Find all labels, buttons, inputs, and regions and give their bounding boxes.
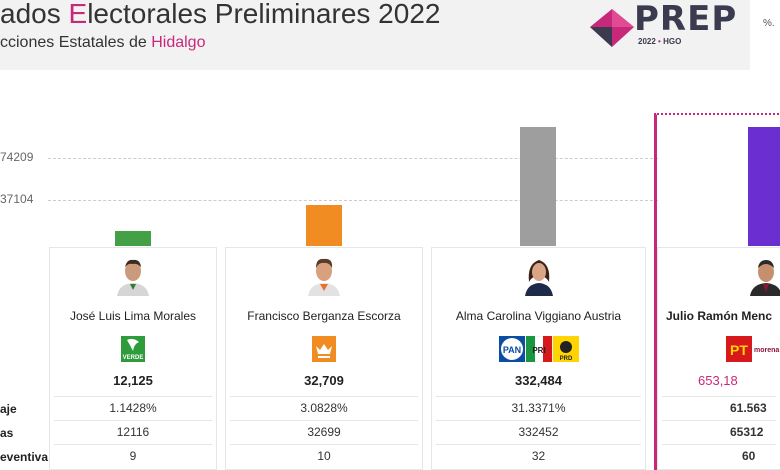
actas-cell: 65312	[662, 420, 776, 442]
actas-cell: 32699	[230, 420, 418, 442]
svg-text:PRI: PRI	[532, 346, 545, 355]
candidate-card-viggiano[interactable]: Alma Carolina Viggiano Austria PAN PRI P…	[431, 247, 646, 470]
axis-label-mid: 37104	[0, 192, 34, 206]
chart-bar-menchaca[interactable]	[748, 127, 780, 246]
candidate-votes: 32,709	[304, 373, 344, 388]
svg-text:VERDE: VERDE	[123, 355, 144, 361]
candidate-votes: 12,125	[113, 373, 153, 388]
candidate-photo-menchaca	[746, 254, 780, 296]
gridline-mid	[48, 200, 658, 201]
svg-text:morena: morena	[754, 347, 779, 354]
svg-text:PRD: PRD	[559, 356, 572, 362]
candidate-photo-lima	[113, 254, 153, 296]
chart-bar-viggiano[interactable]	[520, 127, 556, 246]
percentage-cell: 1.1428%	[54, 396, 212, 418]
movimiento-ciudadano-logo-icon	[312, 336, 336, 362]
candidate-name: Francisco Berganza Escorza	[247, 309, 401, 323]
percentage-cell: 3.0828%	[230, 396, 418, 418]
candidate-card-lima[interactable]: José Luis Lima Morales VERDE 12,125 1.14…	[49, 247, 217, 470]
percentage-cell: 31.3371%	[436, 396, 641, 418]
candidate-photo-viggiano	[518, 254, 559, 296]
pt-morena-coalition-logo-icon: PT morena	[726, 336, 780, 362]
candidate-votes: 332,484	[515, 373, 562, 388]
page-title: ados Electorales Preliminares 2022	[0, 0, 441, 29]
prep-diamond-icon	[590, 9, 634, 47]
prep-logo-subtext: 2022 • HGO	[638, 37, 682, 46]
candidate-photo-berganza	[304, 254, 344, 296]
preventiva-cell: 9	[54, 444, 212, 466]
actas-cell: 12116	[54, 420, 212, 442]
axis-label-top: 74209	[0, 150, 34, 164]
truncated-text: %.	[763, 18, 775, 29]
candidate-card-menchaca[interactable]: Julio Ramón Menc PT morena 653,18 61.563…	[657, 247, 780, 470]
header-banner: ados Electorales Preliminares 2022 ccion…	[0, 0, 750, 70]
verde-logo-icon: VERDE	[121, 336, 145, 362]
row-label-preventiva: eventiva	[0, 450, 49, 464]
winner-highlight-frame	[654, 113, 780, 470]
row-label-porcentaje: aje	[0, 402, 17, 416]
prep-logo-text: PREP	[634, 0, 738, 39]
pan-pri-prd-coalition-logo-icon: PAN PRI PRD	[498, 335, 579, 363]
page-subtitle: cciones Estatales de Hidalgo	[0, 34, 206, 51]
gridline-top	[48, 158, 658, 159]
row-label-actas: as	[0, 426, 14, 440]
candidate-name: Alma Carolina Viggiano Austria	[455, 309, 622, 323]
candidate-name: José Luis Lima Morales	[69, 309, 197, 323]
candidate-card-berganza[interactable]: Francisco Berganza Escorza 32,709 3.0828…	[225, 247, 423, 470]
actas-cell: 332452	[436, 420, 641, 442]
svg-text:PAN: PAN	[502, 345, 520, 355]
chart-bar-berganza[interactable]	[306, 205, 342, 246]
chart-bar-lima[interactable]	[115, 230, 151, 246]
preventiva-cell: 60	[662, 444, 776, 466]
preventiva-cell: 10	[230, 444, 418, 466]
percentage-cell: 61.563	[662, 396, 776, 418]
candidate-votes: 653,18	[698, 373, 738, 388]
prep-logo: PREP 2022 • HGO	[590, 0, 750, 50]
candidate-name: Julio Ramón Menc	[666, 309, 773, 323]
preventiva-cell: 32	[436, 444, 641, 466]
svg-text:PT: PT	[730, 342, 748, 358]
